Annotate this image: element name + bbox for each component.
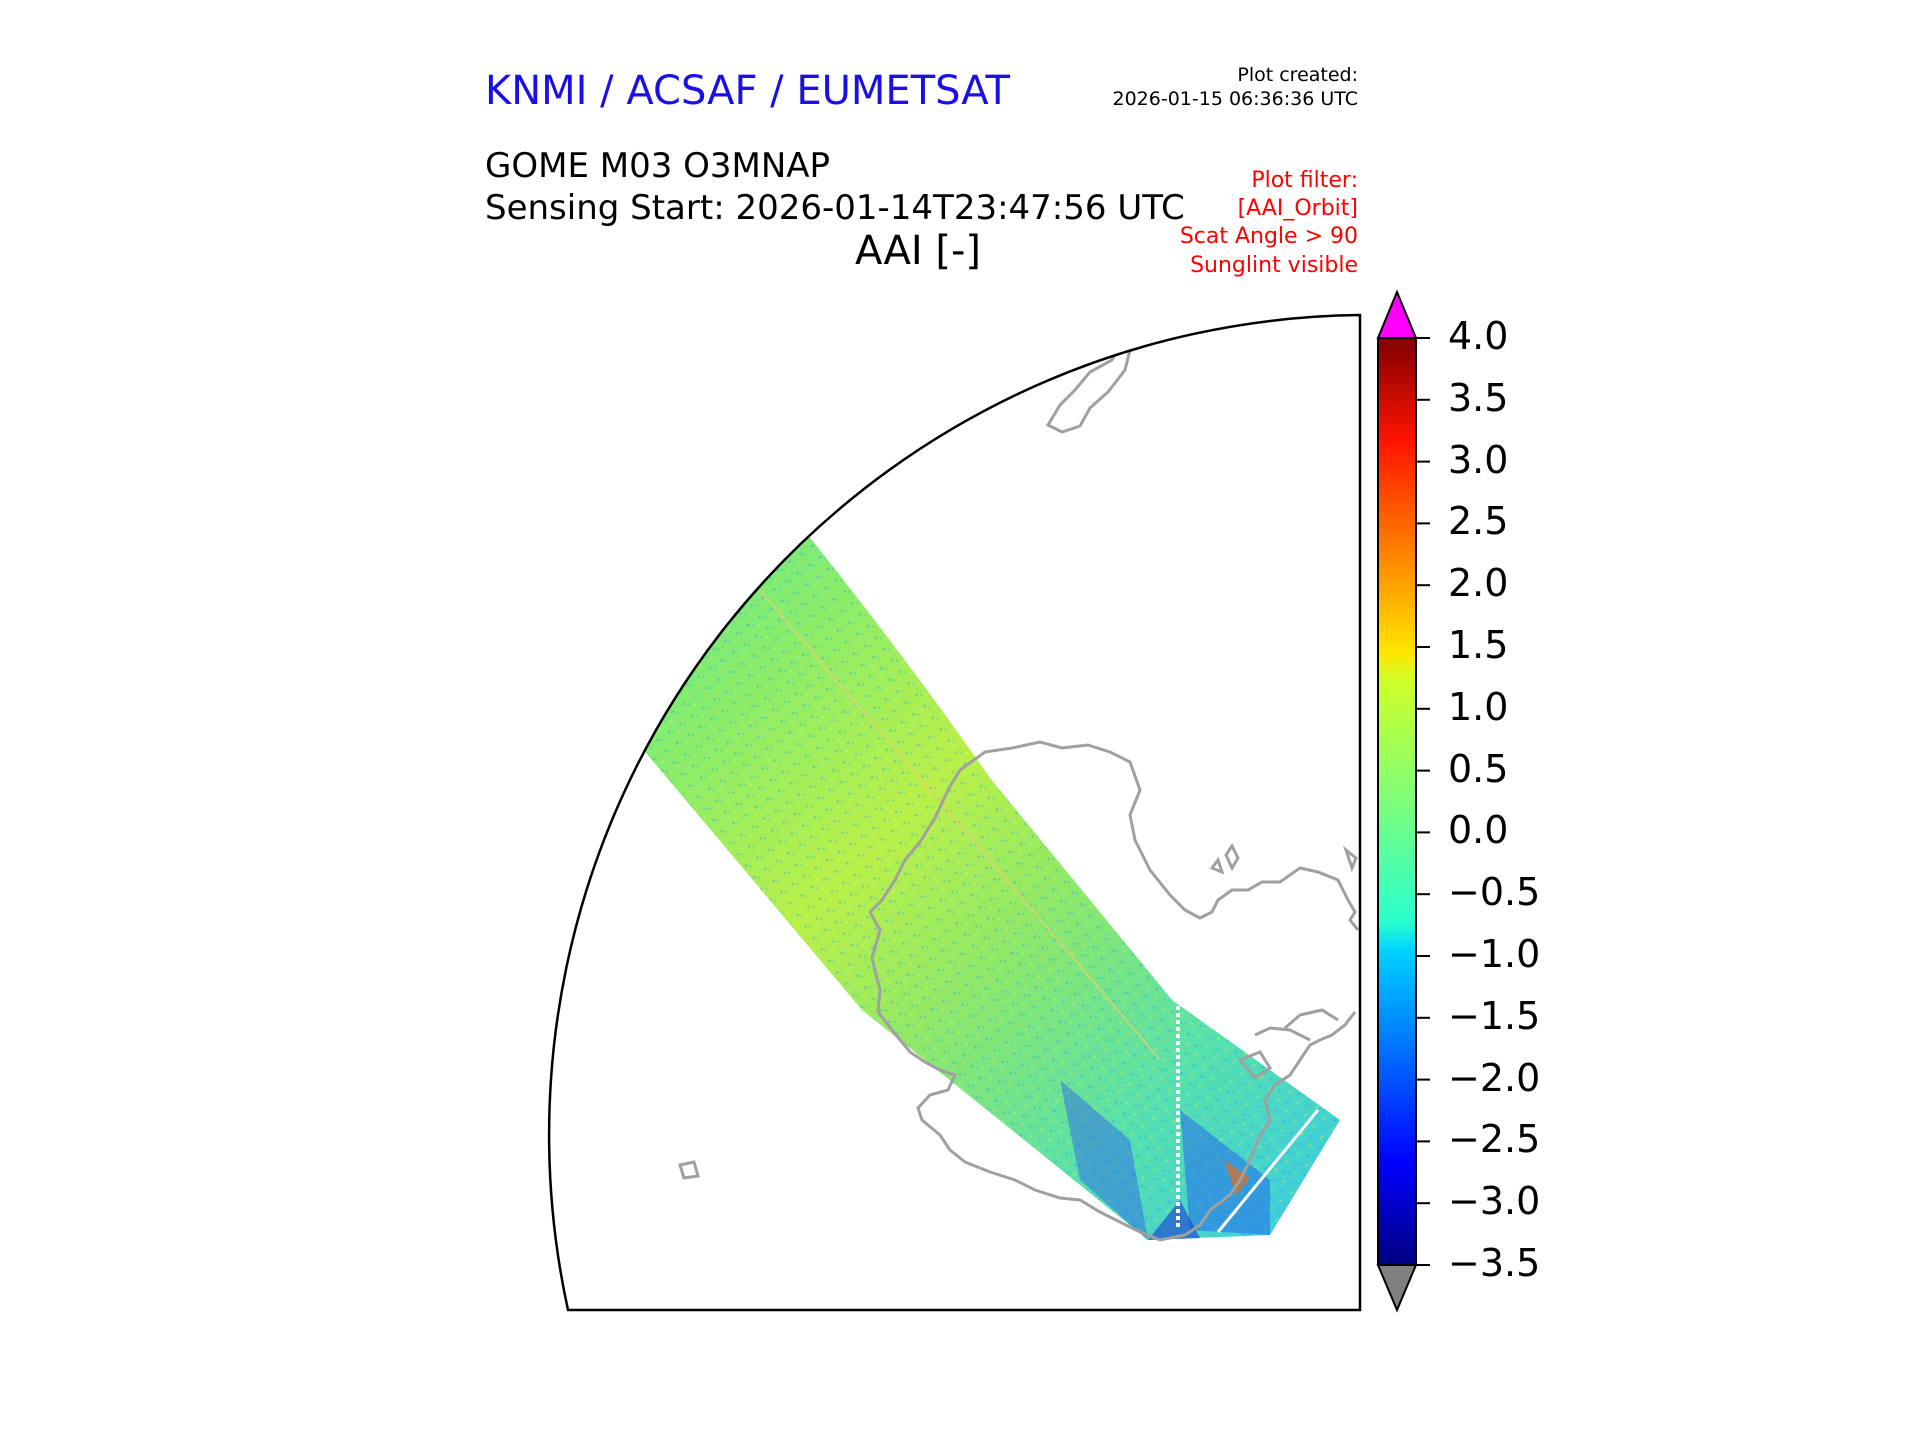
colorbar-tick-label: 3.0 bbox=[1448, 437, 1509, 482]
plot-filter-scat-angle: Scat Angle > 90 bbox=[1179, 224, 1358, 249]
colorbar-extend-under bbox=[1376, 1264, 1418, 1313]
plot-created-time: 2026-01-15 06:36:36 UTC bbox=[1112, 88, 1359, 110]
plot-created-label: Plot created: bbox=[1237, 64, 1358, 86]
colorbar-tick-label: 3.5 bbox=[1448, 375, 1509, 420]
aai-swath bbox=[568, 452, 1340, 1240]
variable-title: AAI [-] bbox=[855, 228, 981, 274]
colorbar-tick-label: −2.5 bbox=[1448, 1117, 1541, 1162]
colorbar-extend-over bbox=[1376, 289, 1418, 339]
colorbar-gradient bbox=[1378, 338, 1416, 1265]
colorbar-tick-label: 0.0 bbox=[1448, 808, 1509, 853]
sensing-start: Sensing Start: 2026-01-14T23:47:56 UTC bbox=[485, 188, 1185, 228]
colorbar-tick-label: 1.5 bbox=[1448, 623, 1509, 667]
colorbar-tick-label: −2.0 bbox=[1448, 1055, 1541, 1100]
map-area bbox=[568, 315, 1360, 1242]
colorbar-tick-label: −1.0 bbox=[1448, 932, 1541, 976]
plot-filter-orbit: [AAI_Orbit] bbox=[1237, 196, 1358, 221]
plot-filter-label: Plot filter: bbox=[1251, 168, 1358, 193]
colorbar-tick-label: 1.0 bbox=[1448, 684, 1509, 729]
colorbar-tick-label: 2.5 bbox=[1448, 499, 1509, 544]
colorbar-tick-label: 2.0 bbox=[1448, 561, 1509, 606]
colorbar-tick-label: 4.0 bbox=[1448, 314, 1509, 358]
map-frame bbox=[547, 313, 1362, 1312]
product-title: GOME M03 O3MNAP bbox=[485, 146, 831, 186]
colorbar-tick-label: 0.5 bbox=[1448, 746, 1509, 791]
plot-filter-sunglint: Sunglint visible bbox=[1190, 253, 1358, 278]
colorbar bbox=[1376, 289, 1430, 1313]
colorbar-tick-label: −0.5 bbox=[1448, 870, 1541, 915]
organization-title: KNMI / ACSAF / EUMETSAT bbox=[485, 68, 1010, 114]
colorbar-tick-label: −1.5 bbox=[1448, 993, 1541, 1038]
colorbar-tick-label: −3.5 bbox=[1448, 1241, 1541, 1285]
colorbar-tick-label: −3.0 bbox=[1448, 1179, 1541, 1224]
